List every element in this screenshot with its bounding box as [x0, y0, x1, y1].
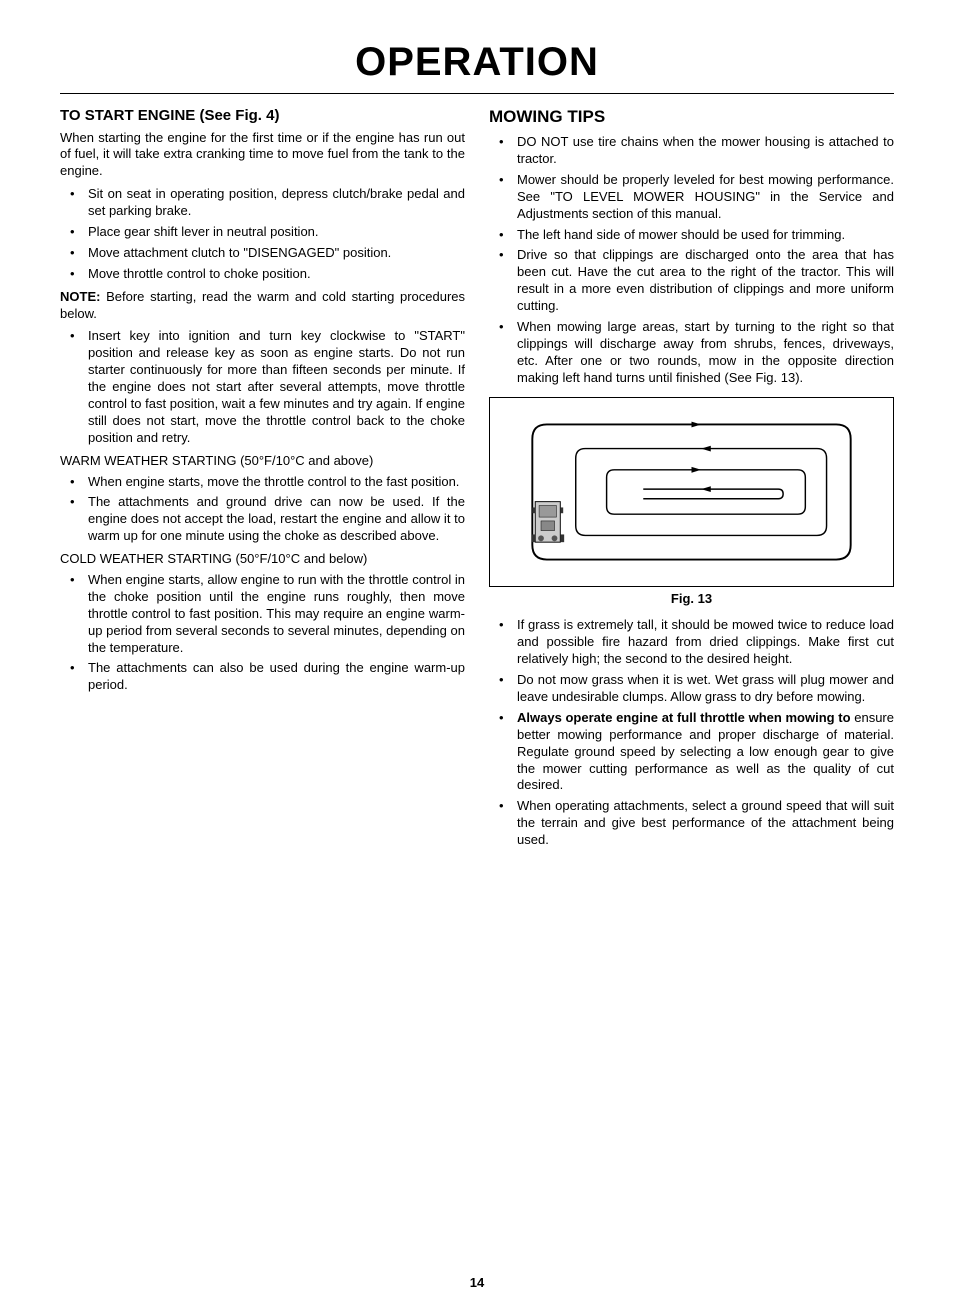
list-item: Drive so that clippings are discharged o…: [489, 247, 894, 315]
content-columns: TO START ENGINE (See Fig. 4) When starti…: [60, 106, 894, 855]
warm-bullets: When engine starts, move the throttle co…: [60, 474, 465, 546]
mowing-pattern-diagram: [502, 410, 881, 574]
list-item: When operating attachments, select a gro…: [489, 798, 894, 849]
cold-bullets: When engine starts, allow engine to run …: [60, 572, 465, 694]
title-divider: [60, 93, 894, 94]
list-item: Sit on seat in operating position, depre…: [60, 186, 465, 220]
list-item: Move attachment clutch to "DISENGAGED" p…: [60, 245, 465, 262]
list-item: The left hand side of mower should be us…: [489, 227, 894, 244]
mowing-bullets-2: If grass is extremely tall, it should be…: [489, 617, 894, 849]
list-item: The attachments and ground drive can now…: [60, 494, 465, 545]
start-intro: When starting the engine for the first t…: [60, 130, 465, 181]
note-label: NOTE:: [60, 289, 100, 304]
list-item: When engine starts, allow engine to run …: [60, 572, 465, 656]
list-item: The attachments can also be used during …: [60, 660, 465, 694]
list-item: Always operate engine at full throttle w…: [489, 710, 894, 794]
list-item: If grass is extremely tall, it should be…: [489, 617, 894, 668]
list-item: DO NOT use tire chains when the mower ho…: [489, 134, 894, 168]
list-item: Move throttle control to choke position.: [60, 266, 465, 283]
right-column: MOWING TIPS DO NOT use tire chains when …: [489, 106, 894, 855]
note-text: Before starting, read the warm and cold …: [60, 289, 465, 321]
figure-13-box: [489, 397, 894, 587]
mowing-bullets-1: DO NOT use tire chains when the mower ho…: [489, 134, 894, 386]
mowing-tips-heading: MOWING TIPS: [489, 106, 894, 128]
left-column: TO START ENGINE (See Fig. 4) When starti…: [60, 106, 465, 855]
list-item: When engine starts, move the throttle co…: [60, 474, 465, 491]
figure-caption: Fig. 13: [489, 591, 894, 608]
start-engine-heading: TO START ENGINE (See Fig. 4): [60, 106, 465, 126]
start-bullets-1: Sit on seat in operating position, depre…: [60, 186, 465, 282]
page-number: 14: [60, 1275, 894, 1290]
warm-heading: WARM WEATHER STARTING (50°F/10°C and abo…: [60, 453, 465, 470]
list-item: Insert key into ignition and turn key cl…: [60, 328, 465, 446]
list-item: Place gear shift lever in neutral positi…: [60, 224, 465, 241]
list-item: Do not mow grass when it is wet. Wet gra…: [489, 672, 894, 706]
cold-heading: COLD WEATHER STARTING (50°F/10°C and bel…: [60, 551, 465, 568]
page-title: OPERATION: [60, 40, 894, 85]
list-item: When mowing large areas, start by turnin…: [489, 319, 894, 387]
start-bullets-2: Insert key into ignition and turn key cl…: [60, 328, 465, 446]
bold-prefix: Always operate engine at full throttle w…: [517, 710, 851, 725]
note-paragraph: NOTE: Before starting, read the warm and…: [60, 289, 465, 323]
list-item: Mower should be properly leveled for bes…: [489, 172, 894, 223]
